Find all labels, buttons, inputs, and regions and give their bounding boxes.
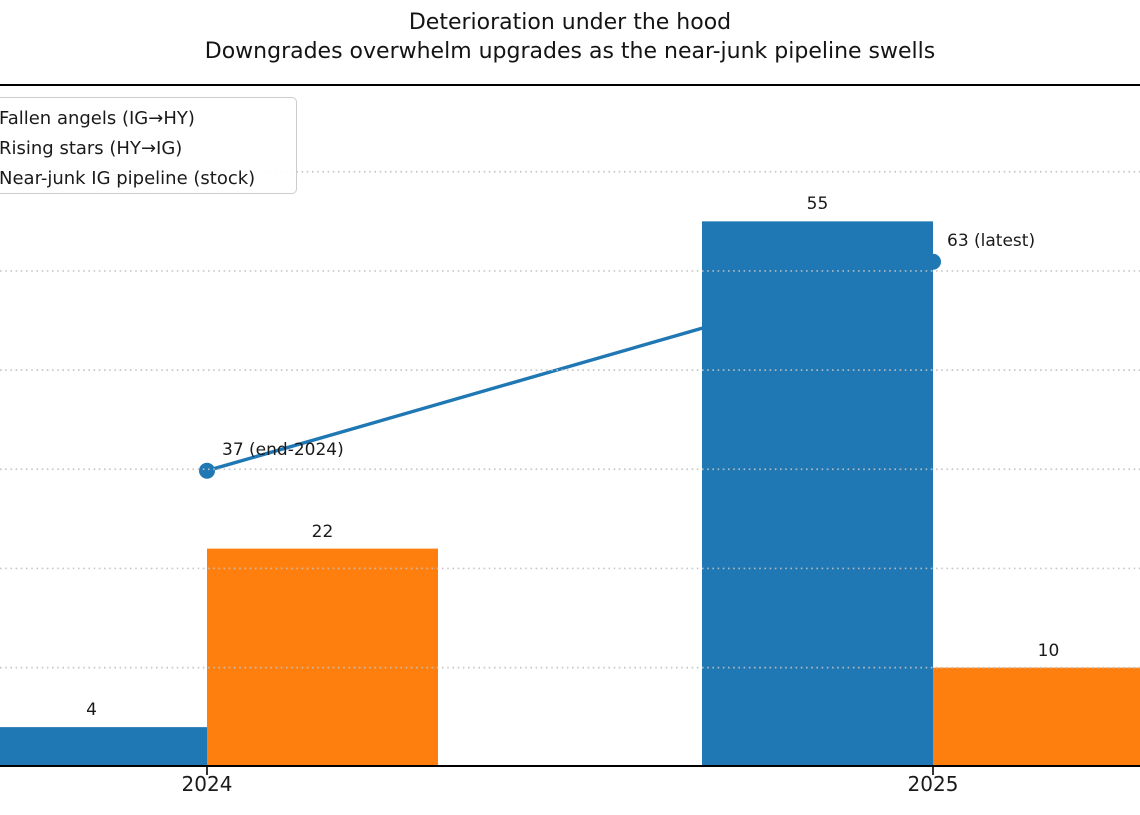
bar-value-label: 10	[1037, 640, 1060, 661]
bar-fallen-angels-2024	[0, 727, 207, 767]
x-tick-label-2025: 2025	[907, 772, 959, 796]
legend-label: Near-junk IG pipeline (stock)	[0, 167, 256, 189]
bar-value-label: 4	[86, 700, 97, 721]
bar-rising-stars-2024	[207, 548, 438, 767]
bar-rising-stars-2025	[933, 667, 1140, 767]
x-tick-label-2024: 2024	[181, 772, 233, 796]
chart-title: Deterioration under the hood	[408, 10, 732, 35]
legend-row-fallen-angels: Fallen angels (IG→HY)	[0, 103, 296, 133]
legend-label: Fallen angels (IG→HY)	[0, 107, 195, 129]
legend-row-rising-stars: Rising stars (HY→IG)	[0, 133, 296, 163]
legend-row-near-junk-pipeline: Near-junk IG pipeline (stock)	[0, 163, 296, 193]
bar-value-label: 55	[806, 194, 829, 215]
chart-title-block: Deterioration under the hood Downgrades …	[0, 8, 1140, 66]
line-marker-icon	[199, 462, 215, 479]
line-annotation-latest: 63 (latest)	[947, 230, 1036, 251]
line-annotation-end-2024: 37 (end-2024)	[222, 439, 344, 460]
legend-label: Rising stars (HY→IG)	[0, 137, 183, 159]
chart-subtitle: Downgrades overwhelm upgrades as the nea…	[204, 39, 936, 64]
bar-value-label: 22	[311, 521, 334, 542]
bar-fallen-angels-2025	[702, 221, 933, 767]
chart-legend: Fallen angels (IG→HY) Rising stars (HY→I…	[0, 97, 297, 194]
